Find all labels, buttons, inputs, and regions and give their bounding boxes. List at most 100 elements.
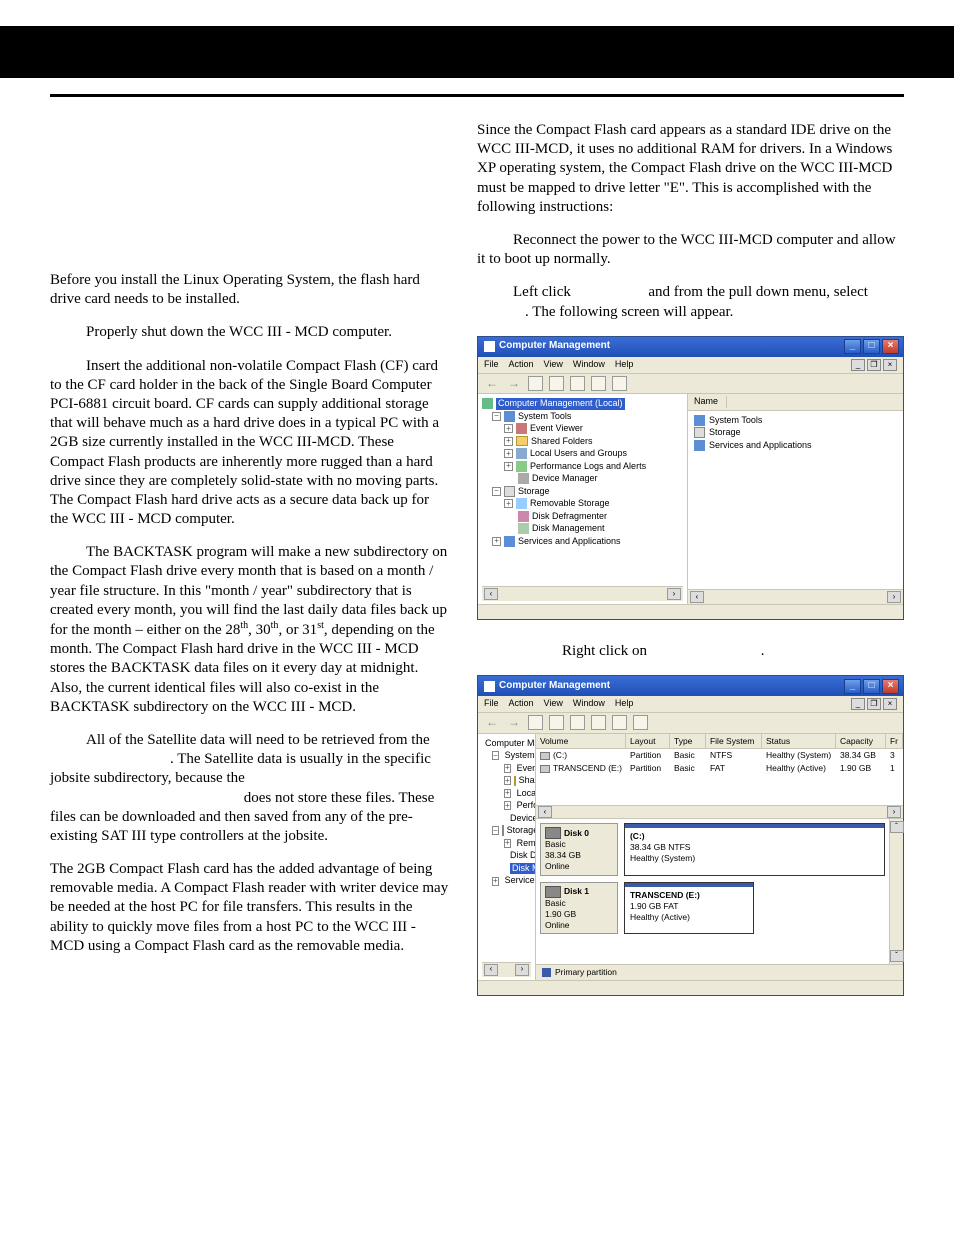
tree-hscroll[interactable]: ‹› <box>482 586 683 601</box>
mdi-close[interactable]: × <box>883 359 897 371</box>
tree-disk-mgmt[interactable]: Disk Management <box>482 523 683 535</box>
list-item[interactable]: Storage <box>694 427 897 439</box>
tree-root[interactable]: Computer Management (Local) <box>482 398 683 410</box>
expand-icon[interactable]: + <box>504 462 513 471</box>
tree-perf-logs[interactable]: +Performance Logs and Alerts <box>482 461 683 473</box>
menu-help[interactable]: Help <box>615 359 634 371</box>
maximize-button[interactable]: □ <box>863 679 880 694</box>
menu-file[interactable]: File <box>484 698 499 710</box>
scroll-left-icon[interactable]: ‹ <box>484 588 498 600</box>
mdi-minimize[interactable]: _ <box>851 698 865 710</box>
tree-local-users[interactable]: +Local Users and Groups <box>482 788 531 800</box>
disk-row[interactable]: Disk 0 Basic 38.34 GB Online (C:) <box>540 823 885 876</box>
tree-system-tools[interactable]: −System Tools <box>482 750 531 762</box>
maximize-button[interactable]: □ <box>863 339 880 354</box>
tree-storage[interactable]: −Storage <box>482 486 683 498</box>
col-layout[interactable]: Layout <box>626 734 670 749</box>
tool-icon[interactable] <box>612 715 627 730</box>
list-item[interactable]: System Tools <box>694 415 897 427</box>
tree-perf-logs[interactable]: +Performance Logs and Alerts <box>482 800 531 812</box>
menu-action[interactable]: Action <box>509 359 534 371</box>
partition[interactable]: (C:) 38.34 GB NTFS Healthy (System) <box>624 823 885 876</box>
expand-icon[interactable]: + <box>504 801 511 810</box>
tree-hscroll[interactable]: ‹› <box>482 962 531 977</box>
minimize-button[interactable]: _ <box>844 339 861 354</box>
tool-icon[interactable] <box>612 376 627 391</box>
expand-icon[interactable]: + <box>504 449 513 458</box>
tree-removable[interactable]: +Removable Storage <box>482 838 531 850</box>
expand-icon[interactable]: + <box>492 877 499 886</box>
collapse-icon[interactable]: − <box>492 412 501 421</box>
col-capacity[interactable]: Capacity <box>836 734 886 749</box>
collapse-icon[interactable]: − <box>492 826 499 835</box>
expand-icon[interactable]: + <box>504 499 513 508</box>
menu-view[interactable]: View <box>544 359 563 371</box>
col-name[interactable]: Name <box>694 396 727 408</box>
menu-window[interactable]: Window <box>573 698 605 710</box>
scroll-down-icon[interactable]: ˇ <box>890 950 904 962</box>
tool-icon[interactable] <box>528 376 543 391</box>
menu-file[interactable]: File <box>484 359 499 371</box>
tree-removable[interactable]: +Removable Storage <box>482 498 683 510</box>
tool-icon[interactable] <box>528 715 543 730</box>
tool-icon[interactable] <box>570 715 585 730</box>
nav-fwd-icon[interactable]: → <box>506 376 522 391</box>
menu-action[interactable]: Action <box>509 698 534 710</box>
collapse-icon[interactable]: − <box>492 751 499 760</box>
menu-help[interactable]: Help <box>615 698 634 710</box>
menu-window[interactable]: Window <box>573 359 605 371</box>
partition[interactable]: TRANSCEND (E:) 1.90 GB FAT Healthy (Acti… <box>624 882 754 935</box>
col-status[interactable]: Status <box>762 734 836 749</box>
tree-system-tools[interactable]: −System Tools <box>482 411 683 423</box>
expand-icon[interactable]: + <box>504 437 513 446</box>
tool-icon[interactable] <box>549 715 564 730</box>
tree-shared-folders[interactable]: +Shared Folders <box>482 436 683 448</box>
tool-icon[interactable] <box>591 715 606 730</box>
mdi-restore[interactable]: ❐ <box>867 698 881 710</box>
tool-icon[interactable] <box>633 715 648 730</box>
close-button[interactable]: × <box>882 339 899 354</box>
disk-vscroll[interactable]: ˆ ˇ <box>889 819 903 964</box>
nav-fwd-icon[interactable]: → <box>506 715 522 730</box>
menu-view[interactable]: View <box>544 698 563 710</box>
collapse-icon[interactable]: − <box>492 487 501 496</box>
col-volume[interactable]: Volume <box>536 734 626 749</box>
tool-icon[interactable] <box>570 376 585 391</box>
close-button[interactable]: × <box>882 679 899 694</box>
scroll-up-icon[interactable]: ˆ <box>890 821 904 833</box>
minimize-button[interactable]: _ <box>844 679 861 694</box>
tree-services[interactable]: +Services and Applications <box>482 875 531 887</box>
scroll-right-icon[interactable]: › <box>887 591 901 603</box>
tree-disk-mgmt[interactable]: Disk Management <box>482 863 531 875</box>
list-hscroll[interactable]: ‹› <box>688 589 903 604</box>
tree-shared-folders[interactable]: +Shared Folders <box>482 775 531 787</box>
tree-event-viewer[interactable]: +Event Viewer <box>482 423 683 435</box>
nav-back-icon[interactable]: ← <box>484 376 500 391</box>
expand-icon[interactable]: + <box>504 764 511 773</box>
tree-device-manager[interactable]: Device Manager <box>482 813 531 825</box>
tree-local-users[interactable]: +Local Users and Groups <box>482 448 683 460</box>
scroll-right-icon[interactable]: › <box>515 964 529 976</box>
volume-row[interactable]: (C:) Partition Basic NTFS Healthy (Syste… <box>536 749 903 762</box>
tree-storage[interactable]: −Storage <box>482 825 531 837</box>
mdi-minimize[interactable]: _ <box>851 359 865 371</box>
tool-icon[interactable] <box>591 376 606 391</box>
expand-icon[interactable]: + <box>504 839 511 848</box>
scroll-right-icon[interactable]: › <box>667 588 681 600</box>
tree-defrag[interactable]: Disk Defragmenter <box>482 850 531 862</box>
mdi-close[interactable]: × <box>883 698 897 710</box>
scroll-left-icon[interactable]: ‹ <box>690 591 704 603</box>
col-filesystem[interactable]: File System <box>706 734 762 749</box>
expand-icon[interactable]: + <box>504 776 511 785</box>
expand-icon[interactable]: + <box>504 424 513 433</box>
mdi-restore[interactable]: ❐ <box>867 359 881 371</box>
expand-icon[interactable]: + <box>492 537 501 546</box>
scroll-right-icon[interactable]: › <box>887 806 901 818</box>
nav-back-icon[interactable]: ← <box>484 715 500 730</box>
tree-device-manager[interactable]: Device Manager <box>482 473 683 485</box>
tree-services[interactable]: +Services and Applications <box>482 536 683 548</box>
volume-row[interactable]: TRANSCEND (E:) Partition Basic FAT Healt… <box>536 762 903 775</box>
disk-row[interactable]: Disk 1 Basic 1.90 GB Online TRANSCEND (E… <box>540 882 885 935</box>
scroll-left-icon[interactable]: ‹ <box>538 806 552 818</box>
tree-defrag[interactable]: Disk Defragmenter <box>482 511 683 523</box>
